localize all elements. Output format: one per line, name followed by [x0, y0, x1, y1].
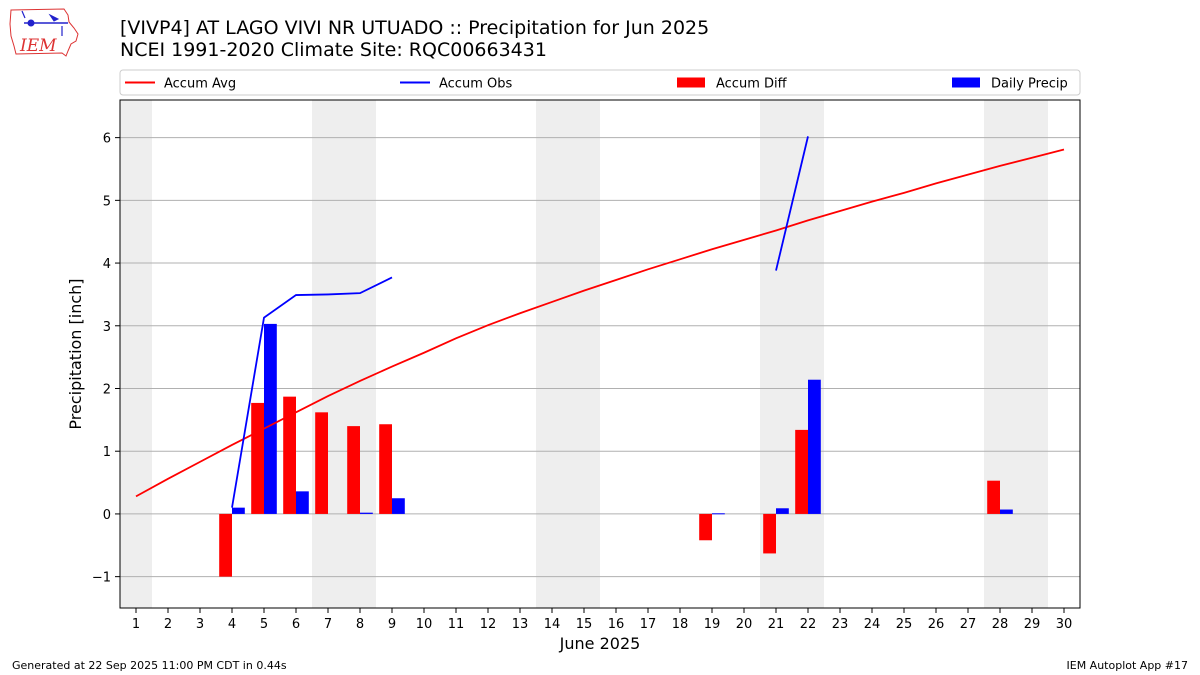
x-tick-label: 19: [704, 617, 721, 632]
accum-diff-bar: [283, 396, 296, 514]
daily-precip-bar: [1000, 509, 1013, 514]
daily-precip-bar: [392, 498, 405, 514]
accum-obs-line: [775, 136, 809, 271]
x-tick-label: 14: [544, 617, 561, 632]
daily-precip-bar: [808, 379, 821, 514]
x-tick-label: 17: [640, 617, 657, 632]
x-tick-label: 5: [260, 617, 268, 632]
x-tick-label: 15: [576, 617, 593, 632]
x-tick-label: 13: [512, 617, 529, 632]
legend-swatch-accum-diff: [677, 77, 705, 88]
x-tick-label: 9: [388, 617, 396, 632]
accum-diff-bar: [795, 429, 808, 514]
x-tick-label: 8: [356, 617, 364, 632]
legend-box: [119, 69, 1081, 96]
generated-note: Generated at 22 Sep 2025 11:00 PM CDT in…: [12, 659, 287, 672]
x-tick-label: 30: [1056, 617, 1073, 632]
x-tick-label: 4: [228, 617, 236, 632]
x-tick-label: 7: [324, 617, 332, 632]
weekend-shade: [312, 100, 376, 608]
logo-text: IEM: [19, 36, 57, 56]
daily-precip-bar: [360, 512, 373, 514]
weekend-shade: [120, 100, 152, 608]
x-tick-label: 28: [992, 617, 1009, 632]
y-axis-label: Precipitation [inch]: [66, 278, 85, 429]
daily-precip-bar: [232, 507, 245, 514]
x-tick-label: 20: [736, 617, 753, 632]
daily-precip-bar: [264, 323, 277, 514]
accum-diff-bar: [987, 480, 1000, 514]
legend-label-accum-diff: Accum Diff: [716, 77, 788, 92]
legend-label-daily-precip: Daily Precip: [991, 77, 1068, 92]
x-tick-label: 6: [292, 617, 300, 632]
y-tick-label: 4: [103, 257, 111, 272]
chart-title: [VIVP4] AT LAGO VIVI NR UTUADO :: Precip…: [120, 17, 710, 39]
chart-subtitle: NCEI 1991-2020 Climate Site: RQC00663431: [120, 39, 547, 61]
legend-swatch-daily-precip: [952, 77, 980, 88]
y-tick-label: 0: [103, 508, 111, 523]
x-tick-label: 11: [448, 617, 465, 632]
daily-precip-bar: [296, 491, 309, 514]
x-tick-label: 10: [416, 617, 433, 632]
x-tick-label: 27: [960, 617, 977, 632]
x-tick-label: 12: [480, 617, 497, 632]
x-tick-label: 16: [608, 617, 625, 632]
legend-label-accum-avg: Accum Avg: [164, 77, 236, 92]
x-tick-label: 22: [800, 617, 817, 632]
x-tick-label: 23: [832, 617, 849, 632]
accum-diff-bar: [251, 402, 264, 514]
x-tick-label: 26: [928, 617, 945, 632]
accum-diff-bar: [379, 424, 392, 514]
y-tick-label: 2: [103, 382, 111, 397]
y-tick-label: 1: [103, 445, 111, 460]
accum-diff-bar: [315, 412, 328, 514]
x-tick-label: 29: [1024, 617, 1041, 632]
weekend-shade: [984, 100, 1048, 608]
daily-precip-bar: [776, 508, 789, 514]
y-tick-label: −1: [92, 571, 111, 586]
x-tick-label: 24: [864, 617, 881, 632]
weather-station-icon: [21, 10, 68, 36]
x-tick-label: 21: [768, 617, 785, 632]
app-note: IEM Autoplot App #17: [1066, 659, 1189, 672]
daily-precip-bar: [712, 513, 725, 515]
accum-avg-line: [135, 148, 1065, 498]
y-tick-label: 3: [103, 320, 111, 335]
x-tick-label: 3: [196, 617, 204, 632]
x-axis-label: June 2025: [559, 634, 641, 653]
weekend-shade: [536, 100, 600, 608]
x-tick-label: 2: [164, 617, 172, 632]
iowa-outline-shape: [9, 8, 79, 57]
plot-frame: [119, 99, 1081, 609]
legend-label-accum-obs: Accum Obs: [439, 77, 512, 92]
x-tick-label: 18: [672, 617, 689, 632]
x-tick-label: 1: [132, 617, 140, 632]
accum-diff-bar: [699, 513, 712, 541]
y-tick-label: 5: [103, 194, 111, 209]
accum-diff-bar: [763, 513, 776, 554]
y-tick-label: 6: [103, 132, 111, 147]
iem-logo: IEM: [9, 8, 79, 57]
x-tick-label: 25: [896, 617, 913, 632]
accum-diff-bar: [347, 426, 360, 514]
accum-diff-bar: [219, 513, 232, 577]
accum-obs-line: [231, 276, 393, 508]
